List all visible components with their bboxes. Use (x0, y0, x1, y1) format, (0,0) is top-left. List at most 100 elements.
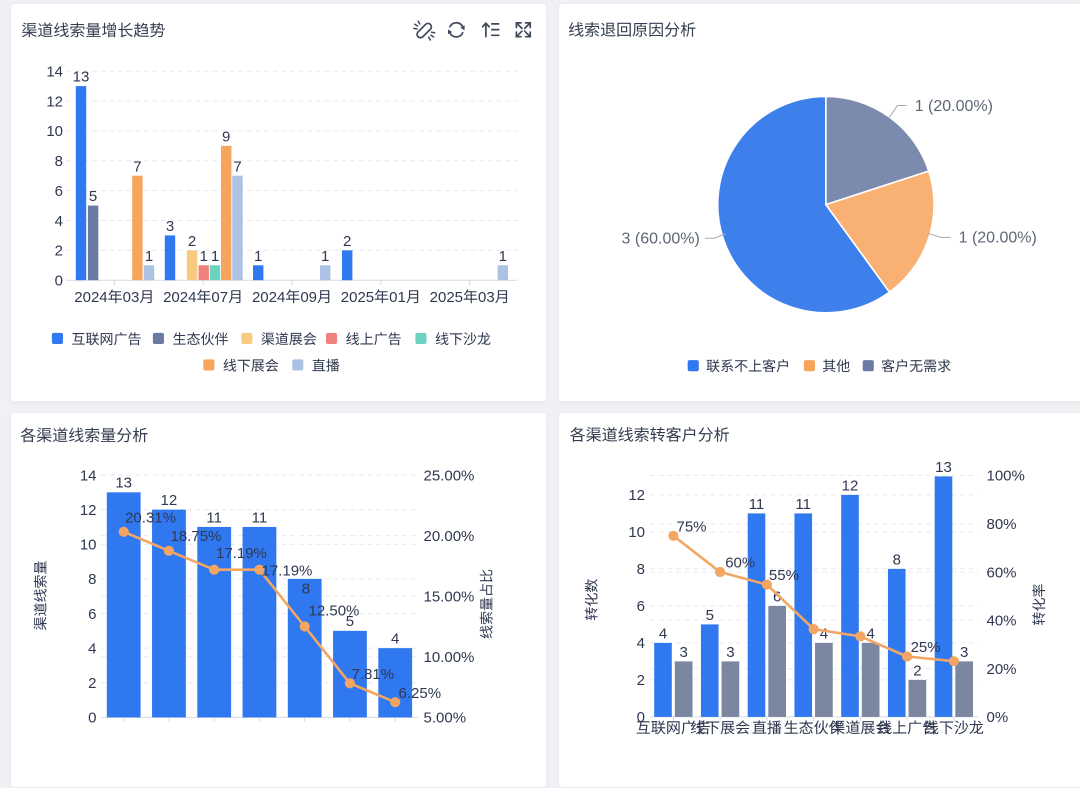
svg-text:8: 8 (55, 153, 63, 170)
svg-text:互联网广告: 互联网广告 (72, 331, 142, 347)
svg-text:12: 12 (80, 502, 97, 519)
svg-text:0%: 0% (987, 709, 1009, 726)
svg-text:3: 3 (726, 644, 734, 661)
svg-text:2024年03月: 2024年03月 (74, 289, 154, 306)
svg-text:3: 3 (166, 218, 174, 235)
svg-text:8: 8 (88, 571, 96, 588)
svg-text:11: 11 (749, 496, 765, 513)
svg-text:3: 3 (960, 644, 968, 661)
svg-text:1 (20.00%): 1 (20.00%) (915, 98, 993, 115)
svg-text:各渠道线索转客户分析: 各渠道线索转客户分析 (570, 427, 730, 445)
svg-text:60%: 60% (987, 564, 1017, 581)
svg-text:1: 1 (321, 248, 329, 265)
svg-text:6: 6 (88, 606, 96, 623)
svg-text:13: 13 (935, 459, 952, 476)
svg-text:15.00%: 15.00% (424, 589, 475, 606)
svg-text:1: 1 (200, 248, 208, 265)
svg-text:生态伙伴: 生态伙伴 (173, 331, 229, 347)
svg-text:8: 8 (302, 581, 310, 598)
svg-text:0: 0 (88, 710, 96, 727)
svg-text:11: 11 (795, 496, 811, 513)
svg-text:2024年07月: 2024年07月 (163, 289, 243, 306)
svg-text:联系不上客户: 联系不上客户 (706, 358, 790, 374)
svg-text:0: 0 (55, 273, 63, 290)
svg-text:17.19%: 17.19% (216, 545, 267, 562)
svg-text:8: 8 (893, 551, 901, 568)
svg-text:2024年09月: 2024年09月 (252, 289, 332, 306)
svg-text:4: 4 (867, 625, 875, 642)
svg-text:25.00%: 25.00% (424, 467, 475, 484)
svg-text:20%: 20% (987, 661, 1017, 678)
svg-text:2: 2 (343, 233, 351, 250)
svg-text:11: 11 (206, 509, 222, 526)
svg-text:10: 10 (46, 123, 63, 140)
svg-text:17.19%: 17.19% (262, 563, 313, 580)
svg-text:40%: 40% (987, 613, 1017, 630)
svg-text:客户无需求: 客户无需求 (881, 358, 951, 374)
svg-text:14: 14 (46, 64, 63, 81)
svg-text:6.25%: 6.25% (399, 685, 442, 702)
svg-text:其他: 其他 (822, 358, 850, 374)
svg-text:3: 3 (680, 644, 688, 661)
svg-text:2: 2 (637, 672, 645, 689)
svg-text:4: 4 (55, 213, 63, 230)
svg-text:2: 2 (913, 662, 921, 679)
svg-text:7.81%: 7.81% (352, 666, 395, 683)
svg-text:渠道线索量增长趋势: 渠道线索量增长趋势 (21, 22, 165, 40)
svg-text:2: 2 (188, 233, 196, 250)
svg-text:3 (60.00%): 3 (60.00%) (622, 230, 700, 247)
svg-text:5.00%: 5.00% (424, 710, 467, 727)
svg-text:11: 11 (252, 509, 268, 526)
svg-text:4: 4 (88, 640, 96, 657)
svg-text:4: 4 (659, 625, 667, 642)
svg-text:线下沙龙: 线下沙龙 (435, 331, 491, 347)
svg-text:20.31%: 20.31% (125, 509, 176, 526)
svg-text:60%: 60% (725, 555, 755, 572)
svg-text:6: 6 (637, 598, 645, 615)
svg-text:10: 10 (80, 537, 97, 554)
svg-text:1: 1 (499, 248, 507, 265)
svg-text:9: 9 (222, 128, 230, 145)
svg-text:55%: 55% (769, 567, 799, 584)
svg-text:13: 13 (73, 69, 90, 86)
svg-text:1: 1 (211, 248, 219, 265)
svg-text:80%: 80% (987, 516, 1017, 533)
svg-text:5: 5 (346, 613, 354, 630)
svg-text:10.00%: 10.00% (424, 649, 475, 666)
svg-text:0: 0 (637, 709, 645, 726)
svg-text:2: 2 (88, 675, 96, 692)
svg-text:2025年03月: 2025年03月 (430, 289, 510, 306)
svg-text:转化率: 转化率 (1031, 584, 1047, 626)
svg-text:14: 14 (80, 467, 97, 484)
svg-text:12.50%: 12.50% (309, 603, 360, 620)
svg-text:渠道线索量: 渠道线索量 (33, 561, 49, 631)
svg-text:5: 5 (706, 607, 714, 624)
svg-text:6: 6 (773, 588, 781, 605)
svg-text:直播: 直播 (312, 357, 340, 373)
svg-text:100%: 100% (987, 468, 1025, 485)
svg-text:1: 1 (145, 248, 153, 265)
svg-text:12: 12 (628, 487, 645, 504)
svg-text:线上广告: 线上广告 (346, 331, 402, 347)
svg-text:2025年01月: 2025年01月 (341, 289, 421, 306)
svg-text:25%: 25% (911, 639, 941, 656)
svg-text:4: 4 (820, 625, 828, 642)
svg-text:18.75%: 18.75% (171, 528, 222, 545)
svg-text:8: 8 (637, 561, 645, 578)
svg-text:渠道展会: 渠道展会 (261, 331, 317, 347)
svg-text:直播: 直播 (752, 720, 782, 737)
svg-text:75%: 75% (677, 518, 707, 535)
svg-text:5: 5 (89, 188, 97, 205)
svg-text:7: 7 (133, 158, 141, 175)
svg-text:转化数: 转化数 (583, 579, 599, 621)
svg-text:12: 12 (46, 93, 63, 110)
svg-text:6: 6 (55, 183, 63, 200)
svg-text:4: 4 (637, 635, 645, 652)
svg-text:10: 10 (628, 524, 645, 541)
svg-text:各渠道线索量分析: 各渠道线索量分析 (20, 427, 148, 445)
svg-text:2: 2 (55, 243, 63, 260)
svg-text:20.00%: 20.00% (424, 528, 475, 545)
svg-text:13: 13 (115, 475, 132, 492)
svg-text:线下沙龙: 线下沙龙 (924, 720, 984, 737)
svg-text:7: 7 (233, 158, 241, 175)
